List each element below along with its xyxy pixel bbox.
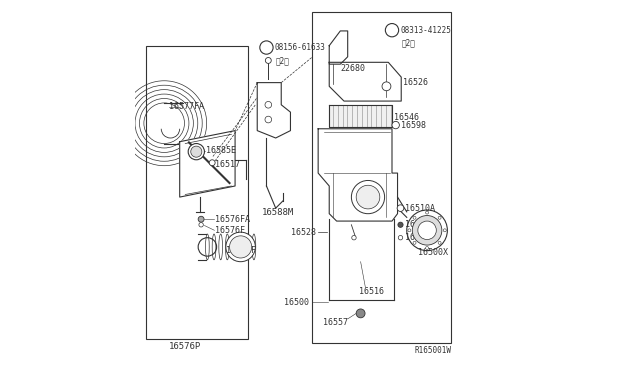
Text: 16510A: 16510A bbox=[405, 203, 435, 213]
Text: 08156-61633: 08156-61633 bbox=[275, 43, 326, 52]
Circle shape bbox=[413, 241, 416, 244]
Text: 16500X: 16500X bbox=[418, 248, 448, 257]
Polygon shape bbox=[329, 105, 392, 127]
Text: 16516: 16516 bbox=[359, 287, 384, 296]
Text: 16500: 16500 bbox=[284, 298, 309, 307]
Circle shape bbox=[199, 222, 204, 227]
Circle shape bbox=[398, 235, 403, 240]
Circle shape bbox=[392, 121, 399, 129]
Circle shape bbox=[226, 232, 255, 262]
Text: （2）: （2） bbox=[276, 56, 289, 65]
Circle shape bbox=[426, 211, 429, 214]
Polygon shape bbox=[180, 131, 235, 197]
Circle shape bbox=[398, 222, 403, 227]
Circle shape bbox=[356, 309, 365, 318]
Circle shape bbox=[265, 116, 271, 123]
Text: 16585E: 16585E bbox=[205, 147, 236, 155]
Text: 16576F: 16576F bbox=[215, 226, 244, 235]
Text: 16528: 16528 bbox=[291, 228, 316, 237]
Circle shape bbox=[438, 241, 441, 244]
Polygon shape bbox=[329, 31, 348, 64]
Circle shape bbox=[209, 160, 215, 166]
Polygon shape bbox=[329, 62, 401, 101]
Circle shape bbox=[382, 82, 391, 91]
Circle shape bbox=[444, 229, 446, 232]
Text: 16598: 16598 bbox=[401, 121, 426, 129]
Circle shape bbox=[230, 236, 252, 258]
Circle shape bbox=[418, 221, 436, 240]
Polygon shape bbox=[318, 129, 397, 221]
Text: S: S bbox=[390, 26, 394, 35]
Text: 16557: 16557 bbox=[323, 318, 348, 327]
Text: 16517: 16517 bbox=[215, 160, 240, 169]
Circle shape bbox=[438, 216, 441, 219]
Circle shape bbox=[356, 185, 380, 209]
Text: 16577F: 16577F bbox=[226, 246, 256, 255]
Text: 16546: 16546 bbox=[394, 113, 419, 122]
Text: 22680: 22680 bbox=[340, 64, 365, 73]
Circle shape bbox=[266, 58, 271, 63]
Circle shape bbox=[385, 23, 399, 37]
Text: 16576E: 16576E bbox=[405, 233, 435, 242]
Circle shape bbox=[426, 247, 429, 250]
Bar bbox=[312, 13, 451, 343]
Circle shape bbox=[351, 180, 385, 214]
Circle shape bbox=[352, 235, 356, 240]
Text: 08313-41225: 08313-41225 bbox=[400, 26, 451, 35]
Circle shape bbox=[407, 210, 447, 251]
Circle shape bbox=[260, 41, 273, 54]
Circle shape bbox=[265, 102, 271, 108]
Circle shape bbox=[412, 215, 442, 245]
Text: （2）: （2） bbox=[401, 39, 415, 48]
Text: 16526: 16526 bbox=[403, 78, 428, 87]
Text: 16576FA: 16576FA bbox=[215, 215, 250, 224]
Text: 16577FA: 16577FA bbox=[168, 102, 204, 111]
Text: 16557G: 16557G bbox=[405, 220, 435, 229]
Bar bbox=[146, 46, 248, 339]
Circle shape bbox=[397, 205, 404, 211]
Text: B: B bbox=[264, 43, 269, 52]
Text: 16588M: 16588M bbox=[261, 208, 294, 217]
Text: R165001W: R165001W bbox=[414, 346, 451, 355]
Text: 16576P: 16576P bbox=[169, 342, 202, 351]
Circle shape bbox=[413, 216, 416, 219]
Circle shape bbox=[198, 216, 204, 222]
Circle shape bbox=[191, 146, 202, 157]
Circle shape bbox=[188, 144, 204, 160]
Circle shape bbox=[408, 229, 411, 232]
